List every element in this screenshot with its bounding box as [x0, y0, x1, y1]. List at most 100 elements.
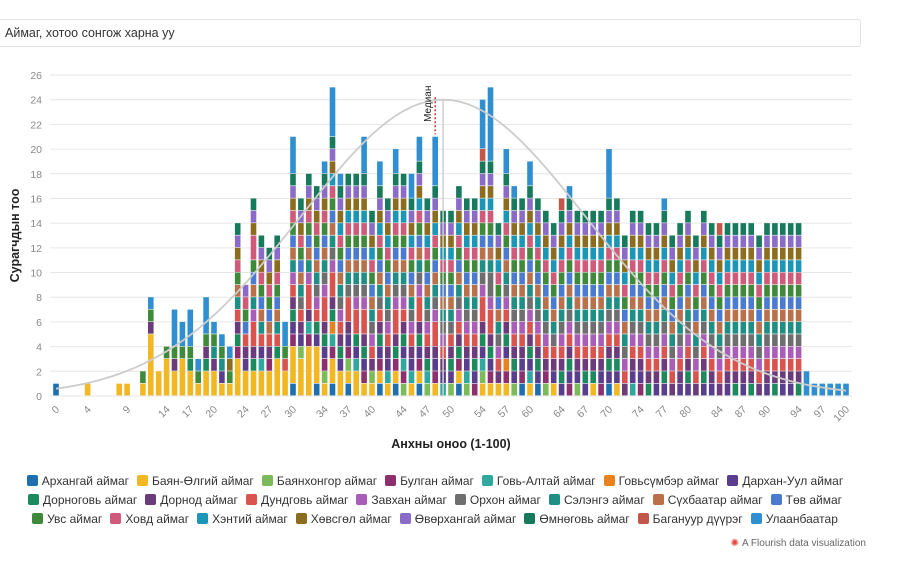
bar-segment — [550, 235, 557, 248]
legend-item[interactable]: Увс аймаг — [32, 510, 102, 529]
legend-item[interactable]: Баян-Өлгий аймаг — [137, 472, 254, 491]
bar-segment — [321, 334, 328, 347]
bar-segment — [424, 334, 431, 347]
legend-item[interactable]: Дундговь аймаг — [245, 491, 348, 510]
bar-segment — [495, 309, 502, 322]
bar-segment — [795, 297, 802, 309]
bar-segment — [772, 284, 778, 297]
legend-item[interactable]: Булган аймаг — [385, 472, 474, 491]
bar-segment — [598, 334, 604, 347]
bar-segment — [456, 309, 462, 322]
bar-segment — [503, 346, 510, 359]
bar-segment — [550, 383, 557, 396]
bar-segment — [369, 321, 375, 334]
legend-item[interactable]: Өмнөговь аймаг — [524, 510, 630, 529]
bar-segment — [250, 321, 257, 347]
bar-segment — [479, 371, 486, 384]
bar-segment — [566, 383, 573, 396]
bar-segment — [321, 223, 328, 235]
bar-segment — [511, 383, 517, 396]
bar-segment — [622, 272, 628, 285]
legend-item[interactable]: Говьсүмбэр аймаг — [603, 472, 719, 491]
bar-segment — [637, 297, 644, 309]
legend-item[interactable]: Говь-Алтай аймаг — [481, 472, 596, 491]
bar-segment — [329, 173, 336, 186]
legend-item[interactable]: Орхон аймаг — [454, 491, 541, 510]
bar-segment — [290, 334, 296, 347]
legend-item[interactable]: Архангай аймаг — [26, 472, 129, 491]
bar-segment — [369, 297, 375, 309]
bar-segment — [716, 260, 723, 272]
flourish-credit[interactable]: ✺ A Flourish data visualization — [731, 538, 866, 549]
bar-segment — [345, 284, 352, 297]
bar-segment — [408, 260, 415, 272]
bar-segment — [369, 334, 375, 347]
legend-item[interactable]: Сүхбаатар аймаг — [652, 491, 763, 510]
bar-segment — [748, 297, 754, 309]
bar-segment — [377, 309, 383, 322]
bar-segment — [321, 186, 328, 198]
bar-segment — [329, 260, 336, 272]
bar-segment — [353, 235, 359, 248]
legend-item[interactable]: Багануур дүүрэг — [637, 510, 743, 529]
bar-segment — [677, 284, 683, 297]
legend-item[interactable]: Хөвсгөл аймаг — [295, 510, 392, 529]
bar-segment — [748, 260, 754, 272]
bar-segment — [772, 383, 778, 396]
legend-swatch — [295, 513, 307, 524]
bar-segment — [598, 346, 604, 359]
bar-segment — [392, 358, 399, 371]
bar-segment — [321, 358, 328, 371]
bar-segment — [614, 297, 620, 309]
bar-segment — [479, 383, 486, 396]
bar-segment — [637, 358, 644, 371]
bar-segment — [448, 235, 454, 248]
legend-item[interactable]: Ховд аймаг — [110, 510, 189, 529]
bar-segment — [392, 235, 399, 248]
bar-segment — [724, 346, 731, 359]
bar-segment — [464, 198, 470, 211]
legend-item[interactable]: Дорнод аймаг — [145, 491, 238, 510]
bar-segment — [448, 210, 454, 223]
bar-segment — [787, 272, 794, 285]
bar-segment — [321, 383, 328, 396]
bar-segment — [400, 346, 407, 359]
bar-segment — [385, 198, 391, 211]
legend-label: Дорноговь аймаг — [42, 493, 138, 507]
legend-item[interactable]: Өвөрхангай аймаг — [399, 510, 516, 529]
legend-item[interactable]: Баянхонгор аймаг — [261, 472, 377, 491]
legend-item[interactable]: Завхан аймаг — [356, 491, 447, 510]
bar-segment — [495, 247, 502, 260]
bar-segment — [274, 247, 280, 260]
legend-item[interactable]: Сэлэнгэ аймаг — [548, 491, 645, 510]
bar-segment — [598, 235, 604, 248]
bar-segment — [385, 346, 391, 359]
bar-segment — [693, 284, 699, 297]
legend-item[interactable]: Улаанбаатар — [750, 510, 838, 529]
bar-segment — [416, 334, 423, 347]
bar-segment — [400, 272, 407, 285]
legend-item[interactable]: Дархан-Уул аймаг — [727, 472, 843, 491]
bar-segment — [306, 284, 312, 309]
legend-item[interactable]: Дорноговь аймаг — [27, 491, 138, 510]
bar-segment — [234, 260, 241, 272]
bar-segment — [495, 383, 502, 396]
bar-segment — [282, 346, 288, 359]
bar-segment — [171, 358, 178, 371]
bar-segment — [377, 247, 383, 260]
search-box[interactable]: Аймаг, хотоо сонгож харна уу — [0, 19, 861, 47]
legend-item[interactable]: Хэнтий аймаг — [197, 510, 288, 529]
bar-segment — [772, 260, 778, 272]
bar-segment — [511, 272, 517, 285]
legend-item[interactable]: Төв аймаг — [770, 491, 842, 510]
bar-segment — [708, 272, 715, 285]
bar-segment — [361, 223, 367, 235]
bar-segment — [574, 235, 581, 248]
bar-segment — [535, 334, 541, 347]
bar-segment — [629, 346, 636, 359]
bar-segment — [258, 358, 265, 371]
bar-segment — [353, 223, 359, 235]
bar-segment — [361, 247, 367, 260]
bar-segment — [574, 371, 581, 384]
bar-segment — [266, 284, 273, 297]
